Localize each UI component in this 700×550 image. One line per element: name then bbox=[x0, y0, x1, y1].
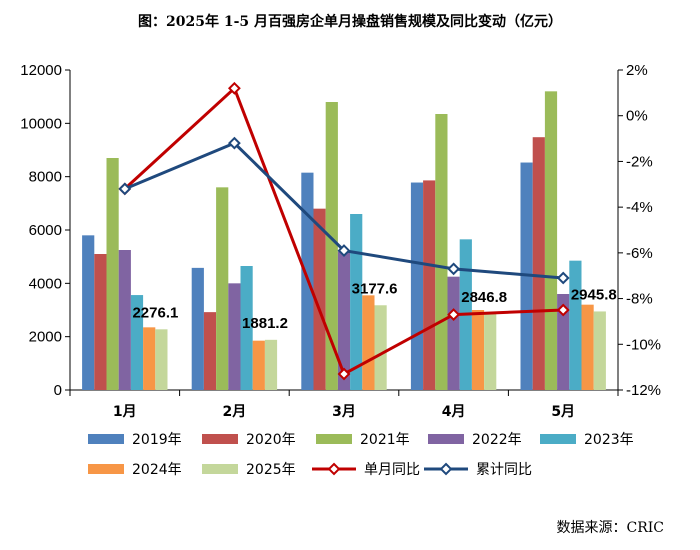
bar-2024年 bbox=[471, 310, 485, 390]
bar-2025年 bbox=[264, 339, 278, 390]
line-marker-累计同比 bbox=[447, 262, 461, 276]
bar-2020年 bbox=[423, 180, 436, 390]
right-tick-label: -4% bbox=[626, 199, 653, 216]
legend-marker bbox=[439, 462, 453, 476]
line-marker-累计同比 bbox=[118, 182, 132, 196]
bar-2023年 bbox=[350, 214, 363, 390]
legend-swatch bbox=[88, 434, 124, 444]
chart-data-labels: 2276.1 1881.2 3177.6 2846.8 2945.8 bbox=[132, 280, 616, 332]
line-marker-单月同比 bbox=[337, 367, 351, 381]
chart-legend: 2019年 2020年 2021年 2022年 2023年 2024年 2025年 单月同比 累… bbox=[88, 432, 634, 478]
category-label: 1月 bbox=[113, 404, 137, 420]
data-label: 2945.8 bbox=[571, 286, 617, 303]
right-tick-label: -12% bbox=[626, 382, 661, 399]
legend-swatch bbox=[428, 434, 464, 444]
category-label: 4月 bbox=[442, 404, 466, 420]
bar-2021年 bbox=[325, 102, 338, 390]
legend-label: 累计同比 bbox=[476, 462, 532, 478]
bar-2025年 bbox=[374, 305, 387, 390]
left-tick-label: 6000 bbox=[29, 222, 62, 239]
chart-axes: 0 2000 4000 6000 8000 10000 12000 2% 0% -2% -4% -6%… bbox=[20, 62, 661, 420]
category-label: 5月 bbox=[551, 404, 575, 420]
right-tick-label: 0% bbox=[626, 108, 648, 125]
bar-2023年 bbox=[240, 266, 253, 390]
bar-2021年 bbox=[216, 187, 229, 390]
left-tick-label: 10000 bbox=[20, 115, 62, 132]
bar-2021年 bbox=[544, 91, 558, 390]
data-label: 1881.2 bbox=[242, 315, 288, 332]
bar-2023年 bbox=[569, 260, 582, 390]
line-marker-累计同比 bbox=[227, 136, 241, 150]
bar-2022年 bbox=[557, 294, 570, 390]
bar-2020年 bbox=[94, 254, 107, 390]
legend-swatch bbox=[88, 464, 124, 474]
data-label: 2846.8 bbox=[461, 289, 507, 306]
legend-label: 单月同比 bbox=[364, 462, 420, 478]
bar-2025年 bbox=[593, 311, 606, 390]
source-note: 数据来源：CRIC bbox=[557, 520, 665, 536]
legend-swatch bbox=[316, 434, 352, 444]
legend-marker bbox=[327, 462, 341, 476]
legend-swatch bbox=[202, 464, 238, 474]
bar-2025年 bbox=[155, 329, 168, 390]
right-tick-label: -8% bbox=[626, 291, 653, 308]
bar-2022年 bbox=[337, 251, 351, 390]
bar-2024年 bbox=[581, 304, 594, 390]
data-label: 2276.1 bbox=[132, 304, 178, 321]
line-marker-单月同比 bbox=[556, 303, 570, 317]
line-marker-单月同比 bbox=[447, 308, 461, 321]
bar-2020年 bbox=[203, 312, 217, 390]
chart-lines bbox=[118, 81, 570, 381]
bar-2022年 bbox=[228, 283, 241, 390]
left-tick-label: 8000 bbox=[29, 169, 62, 186]
bar-2021年 bbox=[106, 158, 119, 390]
left-tick-label: 0 bbox=[54, 382, 62, 399]
bar-2019年 bbox=[82, 235, 95, 390]
bar-2024年 bbox=[143, 327, 156, 390]
bar-2022年 bbox=[118, 250, 131, 390]
category-label: 2月 bbox=[223, 404, 247, 420]
legend-label: 2020年 bbox=[246, 432, 296, 448]
chart-title: 图：2025年 1-5 月百强房企单月操盘销售规模及同比变动（亿元） bbox=[138, 13, 562, 30]
right-tick-label: 2% bbox=[626, 62, 648, 79]
right-tick-label: -6% bbox=[626, 245, 653, 262]
bar-2020年 bbox=[313, 208, 326, 390]
line-marker-累计同比 bbox=[337, 244, 351, 257]
legend-label: 2022年 bbox=[472, 432, 522, 448]
bar-2019年 bbox=[410, 182, 424, 390]
legend-label: 2021年 bbox=[360, 432, 410, 448]
left-tick-label: 2000 bbox=[29, 329, 62, 346]
legend-label: 2025年 bbox=[246, 462, 296, 478]
left-tick-label: 12000 bbox=[20, 62, 62, 79]
chart-bars bbox=[82, 91, 606, 390]
line-marker-累计同比 bbox=[556, 271, 570, 285]
legend-swatch bbox=[202, 434, 238, 444]
bar-2024年 bbox=[252, 340, 265, 390]
category-label: 3月 bbox=[332, 404, 356, 420]
left-tick-label: 4000 bbox=[29, 275, 62, 292]
right-tick-label: -10% bbox=[626, 336, 661, 353]
bar-2023年 bbox=[130, 295, 144, 390]
bar-2022年 bbox=[447, 276, 460, 390]
bar-2025年 bbox=[484, 314, 497, 390]
bar-2024年 bbox=[362, 295, 375, 390]
legend-label: 2024年 bbox=[132, 462, 182, 478]
line-marker-单月同比 bbox=[227, 81, 241, 95]
bar-2021年 bbox=[435, 114, 448, 390]
legend-label: 2023年 bbox=[584, 432, 634, 448]
legend-swatch bbox=[540, 434, 576, 444]
bar-2019年 bbox=[191, 267, 204, 390]
legend-label: 2019年 bbox=[132, 432, 182, 448]
right-tick-label: -2% bbox=[626, 153, 653, 170]
bar-2020年 bbox=[532, 137, 545, 390]
data-label: 3177.6 bbox=[352, 280, 398, 297]
